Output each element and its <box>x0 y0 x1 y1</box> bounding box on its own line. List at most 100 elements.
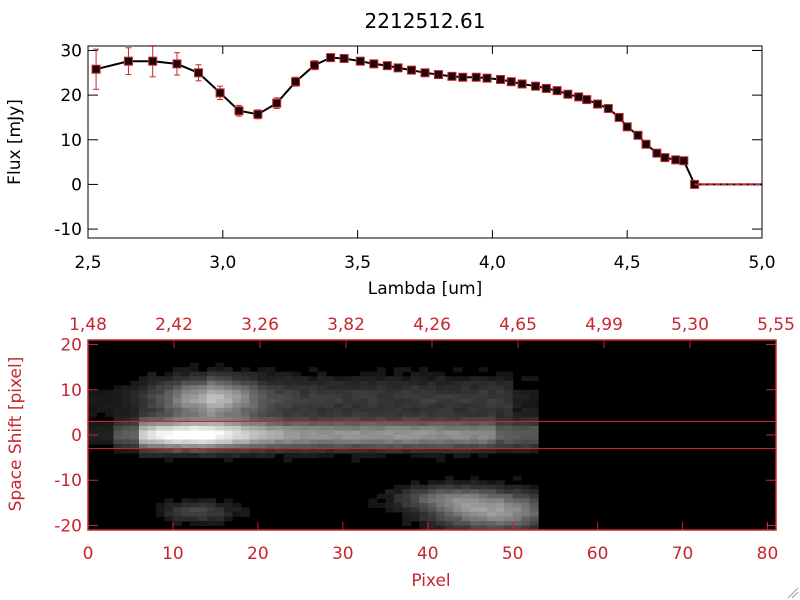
image-cell <box>96 389 106 395</box>
image-cell <box>385 385 395 391</box>
image-cell <box>504 502 514 508</box>
image-cell <box>376 416 386 422</box>
image-cell <box>512 444 522 450</box>
image-cell <box>385 407 395 413</box>
image-cell <box>368 389 378 395</box>
image-cell <box>215 367 225 373</box>
image-cell <box>206 425 216 431</box>
image-cell <box>240 439 250 445</box>
resize-grip-icon[interactable] <box>787 587 799 599</box>
image-cell <box>402 507 412 513</box>
image-cell <box>436 425 446 431</box>
image-cell <box>461 425 471 431</box>
image-cell <box>130 430 140 436</box>
image-cell <box>342 376 352 382</box>
image-cell <box>325 416 335 422</box>
image-cell <box>504 403 514 409</box>
image-cell <box>257 398 267 404</box>
image-cell <box>461 480 471 486</box>
data-point <box>652 148 662 158</box>
image-cell <box>478 425 488 431</box>
image-cell <box>274 448 284 454</box>
image-cell <box>155 511 165 517</box>
image-cell <box>504 493 514 499</box>
image-cell <box>436 376 446 382</box>
image-cell <box>274 416 284 422</box>
image-cell <box>300 394 310 400</box>
image-cell <box>419 389 429 395</box>
image-cell <box>334 448 344 454</box>
image-cell <box>334 376 344 382</box>
image-cell <box>266 430 276 436</box>
image-cell <box>325 412 335 418</box>
data-point <box>123 56 133 66</box>
image-cell <box>470 489 480 495</box>
image-cell <box>325 430 335 436</box>
image-cell <box>402 389 412 395</box>
image-cell <box>113 389 123 395</box>
image-cell <box>172 439 182 445</box>
image-cell <box>181 416 191 422</box>
image-cell <box>104 435 114 441</box>
image-cell <box>385 403 395 409</box>
image-cell <box>257 371 267 377</box>
image-cell <box>223 511 233 517</box>
image-cell <box>436 493 446 499</box>
spectrum-markers <box>91 53 761 189</box>
wavelength-tick-label: 4,26 <box>413 315 451 335</box>
image-cell <box>495 385 505 391</box>
image-cell <box>368 416 378 422</box>
data-point <box>309 60 319 70</box>
image-cell <box>130 398 140 404</box>
image-cell <box>240 453 250 459</box>
image-cell <box>504 398 514 404</box>
image-cell <box>308 367 318 373</box>
x-tick-label: 2,5 <box>74 253 101 273</box>
image-cell <box>215 412 225 418</box>
image-cell <box>104 398 114 404</box>
image-cell <box>402 425 412 431</box>
image-cell <box>257 412 267 418</box>
image-cell <box>325 376 335 382</box>
image-cell <box>359 380 369 386</box>
image-cell <box>453 444 463 450</box>
image-cell <box>257 394 267 400</box>
image-cell <box>291 380 301 386</box>
image-cell <box>147 394 157 400</box>
image-cell <box>121 407 131 413</box>
image-cell <box>478 398 488 404</box>
image-cell <box>453 394 463 400</box>
image-cell <box>147 389 157 395</box>
image-cell <box>113 412 123 418</box>
x-tick-label: 0 <box>83 544 94 564</box>
image-cell <box>232 380 242 386</box>
image-cell <box>504 421 514 427</box>
image-cell <box>487 416 497 422</box>
image-cell <box>529 489 539 495</box>
wavelength-tick-label: 2,42 <box>155 315 193 335</box>
image-cell <box>470 425 480 431</box>
image-cell <box>521 376 531 382</box>
image-cell <box>291 371 301 377</box>
image-cell <box>495 525 505 531</box>
image-cell <box>113 439 123 445</box>
image-cell <box>436 385 446 391</box>
image-cell <box>181 412 191 418</box>
image-cell <box>325 425 335 431</box>
image-cell <box>181 439 191 445</box>
image-cell <box>359 453 369 459</box>
image-cell <box>308 425 318 431</box>
data-point <box>215 88 225 98</box>
data-point <box>382 61 392 71</box>
image-cell <box>130 389 140 395</box>
image-cell <box>461 493 471 499</box>
image-cell <box>419 412 429 418</box>
image-cell <box>96 430 106 436</box>
image-cell <box>274 380 284 386</box>
image-cell <box>478 480 488 486</box>
image-cell <box>529 520 539 526</box>
image-cell <box>444 525 454 531</box>
image-cell <box>504 516 514 522</box>
image-cell <box>130 421 140 427</box>
image-cell <box>121 435 131 441</box>
